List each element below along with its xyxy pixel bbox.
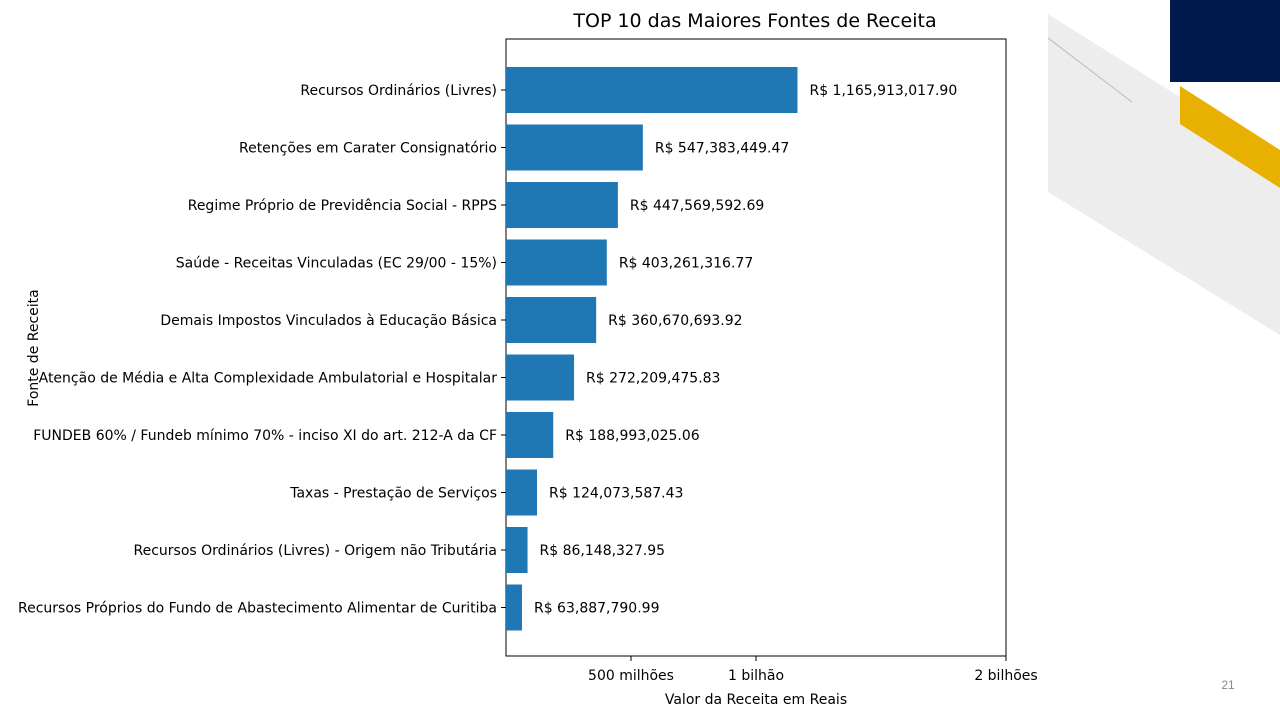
bar-8 — [506, 469, 538, 516]
bar-7 — [506, 412, 554, 458]
category-label-1: Recursos Ordinários (Livres) — [300, 83, 497, 99]
bar-9 — [506, 527, 528, 573]
x-axis-ticks: 500 milhões 1 bilhão 2 bilhões — [588, 656, 1038, 684]
category-label-5: Demais Impostos Vinculados à Educação Bá… — [160, 313, 497, 329]
x-tick-label-1: 500 milhões — [588, 668, 674, 684]
value-label-5: R$ 360,670,693.92 — [608, 313, 742, 329]
bar-2 — [506, 124, 643, 171]
category-label-3: Regime Próprio de Previdência Social - R… — [188, 198, 497, 214]
category-label-10: Recursos Próprios do Fundo de Abastecime… — [18, 601, 497, 617]
chart-title: TOP 10 das Maiores Fontes de Receita — [572, 10, 936, 32]
category-label-7: FUNDEB 60% / Fundeb mínimo 70% - inciso … — [33, 428, 497, 444]
decor-navy-block — [1170, 0, 1280, 82]
x-tick-label-3: 2 bilhões — [974, 668, 1037, 684]
decor-gold-stripe — [1180, 86, 1280, 188]
decor-gray-band — [1048, 14, 1280, 335]
value-label-2: R$ 547,383,449.47 — [655, 141, 789, 157]
category-label-2: Retenções em Carater Consignatório — [239, 141, 497, 157]
value-labels: R$ 1,165,913,017.90 R$ 547,383,449.47 R$ 4… — [534, 83, 957, 617]
category-label-8: Taxas - Prestação de Serviços — [289, 486, 497, 502]
category-label-9: Recursos Ordinários (Livres) - Origem nã… — [134, 543, 497, 559]
value-label-7: R$ 188,993,025.06 — [565, 428, 700, 444]
bars — [506, 67, 798, 631]
slide-number: 21 — [1221, 678, 1235, 692]
value-label-1: R$ 1,165,913,017.90 — [809, 83, 957, 99]
category-label-4: Saúde - Receitas Vinculadas (EC 29/00 - … — [176, 256, 497, 272]
y-axis-label: Fonte de Receita — [26, 289, 42, 406]
value-label-8: R$ 124,073,587.43 — [549, 486, 683, 502]
bar-3 — [506, 182, 618, 228]
decor-thin-line — [1047, 37, 1133, 103]
bar-1 — [506, 67, 798, 113]
x-tick-label-2: 1 bilhão — [728, 668, 784, 684]
bar-6 — [506, 354, 575, 401]
category-label-6: Atenção de Média e Alta Complexidade Amb… — [39, 371, 498, 387]
bar-4 — [506, 239, 607, 286]
bar-10 — [506, 584, 522, 631]
bar-5 — [506, 297, 597, 343]
value-label-4: R$ 403,261,316.77 — [619, 256, 753, 272]
x-axis-label: Valor da Receita em Reais — [665, 692, 847, 708]
category-labels: Recursos Ordinários (Livres) Retenções em… — [18, 83, 506, 617]
value-label-6: R$ 272,209,475.83 — [586, 371, 720, 387]
value-label-3: R$ 447,569,592.69 — [630, 198, 764, 214]
value-label-10: R$ 63,887,790.99 — [534, 601, 660, 617]
value-label-9: R$ 86,148,327.95 — [540, 543, 666, 559]
